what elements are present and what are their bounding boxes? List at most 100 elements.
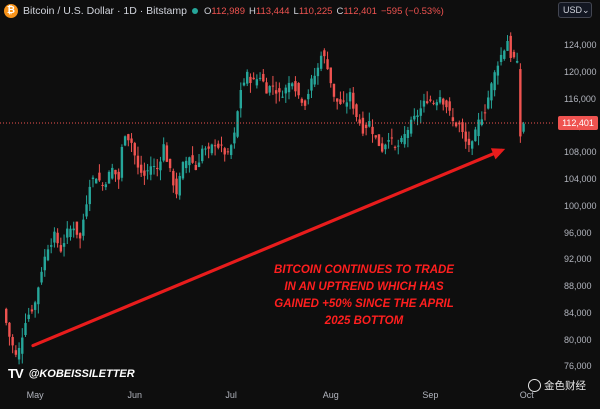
candle-body [470,141,474,149]
candle-body [252,77,255,80]
price-tick-label: 104,000 [564,174,597,185]
symbol-title[interactable]: Bitcoin / U.S. Dollar · 1D · Bitstamp [23,5,187,17]
candle-body [493,72,496,91]
candle-body [59,245,63,252]
price-tick-label: 120,000 [564,67,597,78]
candle-body [24,323,27,336]
candle-body [313,75,316,85]
candle-body [442,98,445,105]
currency-selector[interactable]: USD ⌄ [558,2,592,18]
candle-body [149,166,153,175]
candle-body [342,100,345,102]
candle-body [419,108,422,116]
candle-body [104,184,108,188]
price-tick-label: 108,000 [564,147,597,158]
candle-body [146,170,149,172]
price-tick-label: 84,000 [564,307,592,318]
candle-body [448,101,451,111]
candle-body [490,83,493,101]
time-tick-label: Oct [519,390,534,400]
candle-body [416,115,419,118]
candle-body [515,61,519,63]
candle-body [233,132,236,144]
candle-body [255,79,259,86]
price-tick-label: 92,000 [564,254,592,265]
candle-body [181,162,185,179]
candle-body [130,138,133,143]
candle-body [188,157,191,166]
candle-body [226,151,230,153]
candle-body [271,85,275,87]
candle-body [207,146,210,149]
candle-body [220,144,223,146]
candle-body [5,308,8,323]
candle-body [506,41,509,51]
candle-body [355,104,358,118]
annotation-text: BITCOIN CONTINUES TO TRADE IN AN UPTREND… [248,262,480,330]
candle-body [339,99,342,105]
candle-body [8,322,11,337]
candle-body [274,90,278,94]
price-tick-label: 100,000 [564,200,597,211]
candle-body [21,337,24,354]
candle-body [390,137,394,139]
candle-body [229,145,233,156]
candle-body [503,50,506,59]
candle-body [66,228,69,238]
trend-arrow-shaft [31,148,504,348]
candle-body [258,77,262,79]
candle-body [438,97,442,103]
candle-body [435,102,439,106]
candle-body [364,124,368,129]
candle-body [201,148,204,162]
price-tick-label: 76,000 [564,361,592,372]
candle-body [62,243,66,247]
candle-body [111,167,114,179]
candle-body [406,130,410,138]
candle-body [178,176,181,196]
candle-body [107,171,111,184]
candle-body [262,73,265,82]
candle-body [82,219,85,236]
candle-body [120,146,124,178]
candle-body [88,186,91,205]
brand-handle: @KOBEISSILETTER [28,367,135,380]
candle-body [53,231,56,243]
candle-body [522,123,525,132]
candle-body [236,111,239,137]
currency-label: USD [563,5,583,15]
candle-body [454,122,458,127]
candle-body [27,314,30,320]
trend-arrow-head [490,148,506,160]
open-label: O [203,5,212,17]
candle-body [432,102,435,104]
candle-body [316,67,320,77]
candle-body [98,172,101,181]
candle-body [30,309,34,312]
low-value: 110,225 [298,5,333,17]
high-label: H [249,5,256,17]
candle-body [429,99,432,101]
candle-body [197,162,201,167]
candle-body [345,102,349,107]
candle-body [268,86,271,93]
candle-body [37,287,40,305]
price-tick-label: 80,000 [564,334,592,345]
candle-body [487,97,490,109]
candle-body [249,76,252,84]
ohlc-readout: O112,989 H113,444 L110,225 C112,401 −595… [204,6,444,17]
candle-body [101,184,104,186]
candle-body [464,131,467,142]
tradingview-logo-icon: TV [8,366,24,381]
candle-body [217,143,220,148]
candle-body [348,92,352,102]
candle-body [175,178,178,195]
candle-body [210,144,214,154]
candle-body [332,83,336,97]
candle-body [377,134,381,146]
candle-body [168,158,172,169]
candle-body [303,100,307,106]
candle-body [69,228,72,238]
candle-body [352,92,355,109]
